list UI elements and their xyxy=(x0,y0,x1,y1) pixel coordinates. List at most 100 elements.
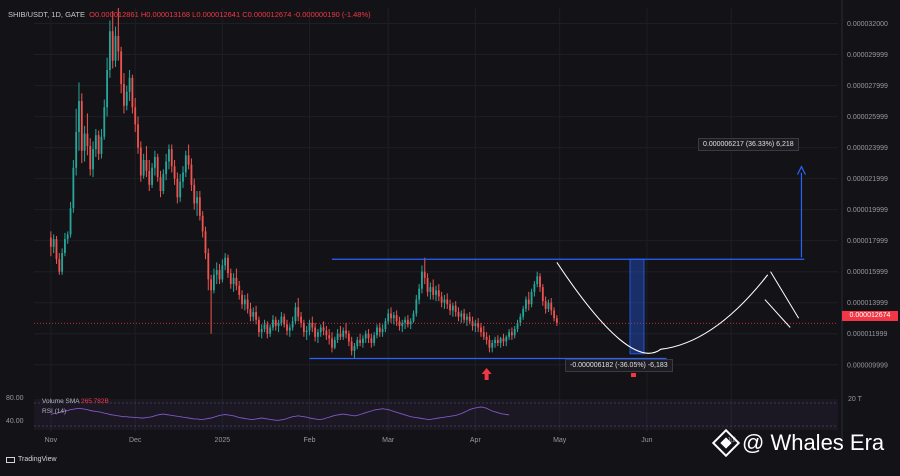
candle-body xyxy=(159,177,162,192)
candle-body xyxy=(496,339,499,344)
volume-legend-label: Volume SMA xyxy=(42,398,80,405)
x-tick-label: Jun xyxy=(641,437,652,444)
candle-body xyxy=(97,135,100,154)
candle-body xyxy=(488,339,491,348)
candle-body xyxy=(72,167,75,209)
y-tick-label: 0.000017999 xyxy=(847,238,888,245)
x-tick-label: 2025 xyxy=(215,437,231,444)
candle-body xyxy=(274,319,277,326)
candle-body xyxy=(243,299,246,305)
candle-body xyxy=(49,237,52,247)
y-tick-label: 0.000013999 xyxy=(847,300,888,307)
candle-body xyxy=(190,164,193,185)
tradingview-logo[interactable]: TradingView xyxy=(6,456,57,463)
candle-body xyxy=(449,304,451,311)
candle-body xyxy=(94,135,97,150)
candle-body xyxy=(162,173,165,192)
candle-body xyxy=(125,91,128,106)
candle-body xyxy=(356,339,359,347)
candle-body xyxy=(516,322,519,330)
candle-body xyxy=(401,322,404,326)
y-tick-label: 0.000027999 xyxy=(847,83,888,90)
candle-body xyxy=(353,346,356,351)
candle-body xyxy=(553,310,555,319)
candle-body xyxy=(370,338,373,344)
candle-body xyxy=(359,339,362,344)
candle-body xyxy=(547,302,550,309)
candle-body xyxy=(249,308,252,317)
candle-body xyxy=(204,231,207,254)
rsi-side-tag: 20 T xyxy=(848,396,862,403)
candle-body xyxy=(336,333,339,340)
candle-body xyxy=(210,279,213,291)
candle-body xyxy=(474,322,477,326)
candle-body xyxy=(384,321,387,330)
candle-body xyxy=(300,316,302,323)
candle-body xyxy=(108,31,111,71)
candle-body xyxy=(111,31,114,61)
candle-body xyxy=(367,333,370,339)
symbol-label: SHIB/USDT, 1D, GATE xyxy=(8,10,85,19)
candle-body xyxy=(550,302,553,311)
candle-body xyxy=(114,35,117,61)
candle-body xyxy=(218,270,221,280)
y-tick-label: 0.000009999 xyxy=(847,362,888,369)
candle-body xyxy=(272,319,274,328)
candle-body xyxy=(151,167,153,185)
candle-body xyxy=(89,146,92,170)
candle-body xyxy=(224,257,227,266)
candle-body xyxy=(530,291,533,305)
candle-body xyxy=(502,338,505,342)
candle-body xyxy=(440,296,443,303)
candle-body xyxy=(395,315,398,322)
candle-body xyxy=(480,327,482,333)
candle-body xyxy=(482,332,485,337)
candle-body xyxy=(435,290,437,295)
candle-body xyxy=(198,197,201,216)
y-tick-label: 0.000023999 xyxy=(847,145,888,152)
volume-legend: Volume SMA 265.782B xyxy=(42,398,109,405)
candle-body xyxy=(364,333,367,339)
candle-body xyxy=(52,239,55,247)
candle-body xyxy=(106,70,109,108)
candle-body xyxy=(263,324,266,330)
candle-body xyxy=(173,166,176,179)
candle-body xyxy=(134,107,137,125)
y-tick-label: 0.000011999 xyxy=(847,331,887,338)
candle-body xyxy=(485,336,488,340)
cup-curve xyxy=(556,262,769,354)
candle-body xyxy=(193,184,196,204)
candle-body xyxy=(555,318,558,323)
candle-body xyxy=(421,271,423,289)
candle-body xyxy=(544,301,547,309)
candle-body xyxy=(187,155,190,165)
candle-body xyxy=(347,333,350,342)
candle-body xyxy=(235,277,238,286)
drop-measure-label: -0.000006182 (-36.05%) -6,183 xyxy=(565,359,673,372)
x-tick-label: Apr xyxy=(470,437,482,444)
candle-body xyxy=(280,316,283,323)
candle-body xyxy=(277,322,280,326)
last-price-tag: 0.000012674 xyxy=(842,311,898,321)
candle-body xyxy=(541,287,544,302)
candle-body xyxy=(350,341,353,351)
candle-body xyxy=(432,287,435,295)
candle-body xyxy=(148,170,151,185)
rsi-band xyxy=(34,399,838,430)
candle-body xyxy=(373,335,376,344)
candle-body xyxy=(308,322,311,331)
candle-body xyxy=(328,335,331,339)
candle-body xyxy=(221,265,224,280)
candle-body xyxy=(305,330,308,333)
candle-body xyxy=(477,322,480,328)
candle-body xyxy=(297,307,300,317)
candle-body xyxy=(322,327,325,331)
candle-body xyxy=(145,160,148,171)
candle-body xyxy=(525,299,527,309)
rsi-scale-low: 40.00 xyxy=(6,418,24,425)
drop-measure-box xyxy=(629,258,645,355)
candle-body xyxy=(83,133,86,151)
y-tick-label: 0.000025999 xyxy=(847,114,888,121)
candle-body xyxy=(103,107,106,137)
